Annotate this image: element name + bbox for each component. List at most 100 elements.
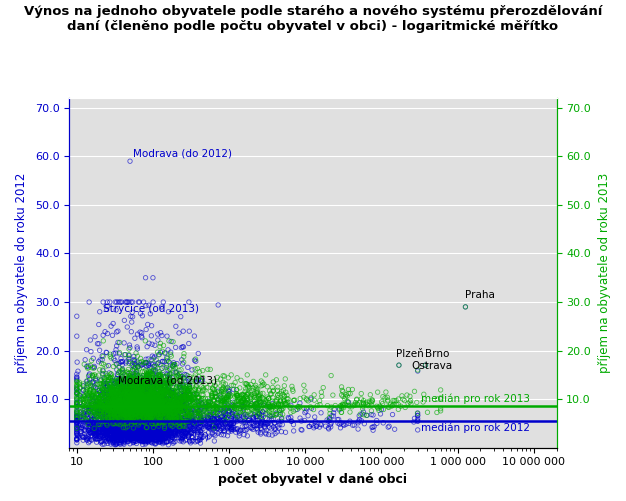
Point	[116, 410, 126, 418]
Point	[259, 380, 269, 388]
Point	[123, 412, 133, 420]
Point	[153, 348, 163, 356]
Point	[175, 406, 185, 414]
Point	[138, 433, 148, 441]
Point	[80, 421, 90, 429]
Point	[141, 397, 151, 405]
Point	[295, 414, 305, 422]
Point	[113, 371, 123, 379]
Point	[129, 378, 139, 386]
Point	[158, 440, 168, 448]
Point	[108, 384, 118, 392]
Point	[141, 406, 151, 414]
Point	[128, 407, 138, 415]
Point	[171, 419, 181, 427]
Point	[159, 419, 169, 427]
Point	[110, 357, 120, 365]
Point	[121, 430, 131, 438]
Point	[203, 423, 213, 431]
Point	[181, 394, 191, 402]
Point	[136, 428, 146, 436]
Point	[138, 372, 148, 380]
Point	[156, 406, 166, 414]
Point	[295, 394, 305, 402]
Point	[217, 416, 227, 424]
Point	[110, 419, 120, 427]
Point	[339, 420, 349, 428]
Point	[149, 428, 159, 436]
Point	[260, 371, 270, 379]
Point	[156, 374, 167, 382]
Point	[155, 436, 165, 444]
Point	[162, 398, 172, 406]
Point	[236, 392, 246, 400]
Point	[138, 431, 148, 439]
Point	[167, 421, 177, 429]
Point	[220, 419, 230, 427]
Point	[202, 415, 212, 423]
Point	[191, 410, 201, 418]
Point	[413, 409, 423, 417]
Point	[177, 426, 187, 434]
Point	[117, 373, 127, 381]
Point	[91, 372, 101, 380]
Point	[145, 415, 155, 423]
Point	[125, 404, 135, 412]
Point	[130, 409, 140, 417]
Point	[153, 402, 163, 410]
Point	[114, 414, 124, 422]
Point	[138, 429, 148, 437]
Point	[78, 433, 88, 441]
Point	[133, 396, 143, 404]
Point	[344, 398, 354, 406]
Point	[100, 415, 110, 423]
Point	[146, 405, 156, 413]
Point	[167, 374, 177, 382]
Point	[172, 431, 182, 439]
Point	[117, 404, 127, 412]
Point	[128, 372, 138, 380]
Point	[123, 397, 133, 405]
Point	[146, 366, 156, 374]
Point	[394, 361, 404, 369]
Point	[115, 439, 125, 447]
Point	[286, 408, 296, 416]
Point	[164, 407, 174, 415]
Point	[239, 392, 249, 400]
Point	[157, 413, 167, 421]
Point	[107, 403, 117, 411]
Point	[88, 372, 98, 380]
Point	[137, 417, 147, 425]
Point	[143, 382, 153, 390]
Point	[100, 406, 110, 414]
Point	[207, 423, 217, 431]
Point	[110, 434, 120, 442]
Point	[148, 420, 158, 428]
Point	[89, 427, 99, 435]
Point	[197, 391, 207, 399]
Point	[162, 429, 172, 437]
Point	[168, 412, 178, 420]
Point	[72, 412, 82, 420]
Point	[131, 391, 141, 399]
Point	[114, 408, 124, 416]
Point	[169, 413, 179, 421]
Point	[82, 386, 92, 394]
Point	[129, 416, 139, 424]
Point	[182, 408, 192, 416]
Point	[182, 430, 192, 438]
Point	[223, 415, 233, 423]
Point	[111, 422, 121, 430]
Point	[104, 436, 114, 444]
Point	[172, 403, 182, 411]
Point	[217, 424, 227, 432]
Point	[138, 417, 148, 425]
Point	[126, 434, 136, 442]
Point	[181, 429, 191, 437]
Point	[165, 430, 175, 438]
Point	[114, 377, 124, 385]
Point	[147, 391, 157, 399]
Point	[116, 383, 126, 391]
Point	[183, 426, 193, 434]
Point	[146, 395, 156, 403]
